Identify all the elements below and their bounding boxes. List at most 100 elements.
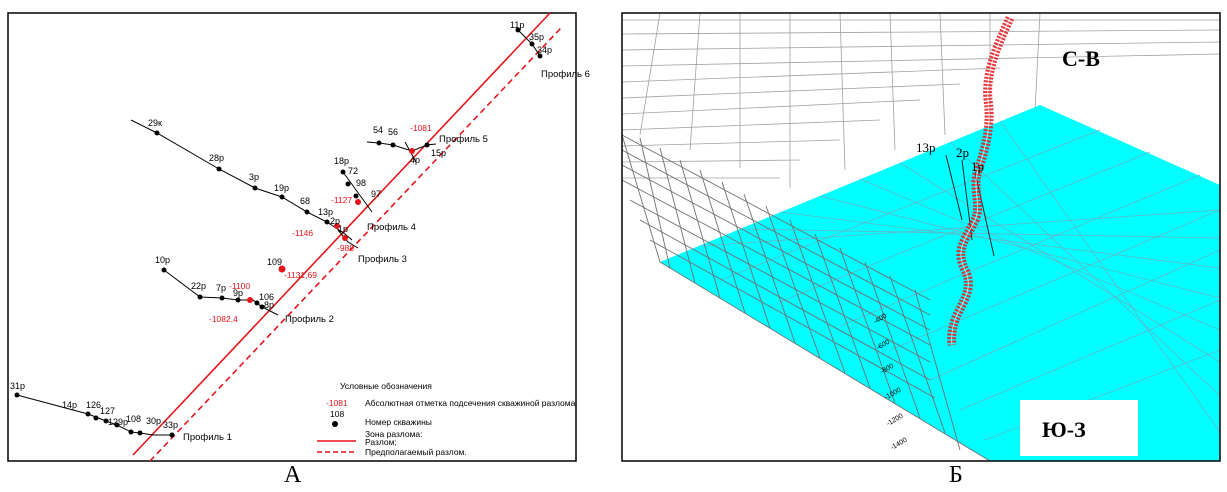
legend-zone-title: Зона разлома: (365, 429, 423, 439)
depth-mark: -1146 (292, 228, 313, 238)
well-traces (945, 154, 995, 257)
depth-tick: -600 (876, 339, 892, 352)
legend-mark-example: -1081 (326, 398, 348, 408)
well-label: 18р (334, 156, 349, 166)
well-label: 109 (267, 257, 282, 267)
well-label: 127 (100, 406, 115, 416)
fault-intersection-dot (278, 265, 286, 273)
depth-tick: -1400 (890, 437, 909, 452)
well-dot (235, 297, 241, 303)
fault-intersection-dot (409, 148, 415, 154)
well-label: 4р (410, 155, 420, 165)
legend-title: Условные обозначения (340, 381, 432, 391)
well-dot (169, 432, 175, 438)
well-label: 68 (300, 196, 310, 206)
well-dot (345, 181, 351, 187)
map-frame (7, 12, 577, 462)
well-label: 9р (233, 288, 243, 298)
well-dot (390, 142, 396, 148)
well-label: 31р (10, 381, 25, 391)
block-frame-bg (622, 13, 1220, 461)
panel-b-caption: Б (949, 462, 963, 488)
depth-mark: -988 (337, 243, 354, 253)
depth-mark: -1081 (410, 123, 432, 133)
well-label: 72 (348, 166, 358, 176)
well-dot (197, 294, 203, 300)
legend-fault-text: Разлом; (365, 437, 397, 447)
well-label: 1р (338, 224, 348, 234)
depth-tick: -400 (873, 313, 889, 326)
well-dot (137, 430, 143, 436)
well-dot (154, 130, 160, 136)
wall-grid (622, 134, 991, 461)
well-dot (279, 194, 285, 200)
well-label: 10р (155, 255, 170, 265)
profile-label: Профиль 6 (541, 69, 590, 80)
fault-intersection-dot (342, 235, 348, 241)
well-dot (219, 295, 225, 301)
profile-label: Профиль 4 (367, 222, 416, 233)
well-label: 19р (274, 183, 289, 193)
well-dot (353, 193, 359, 199)
well-label: 2р (330, 216, 340, 226)
legend-assumed-text: Предполагаемый разлом. (365, 447, 467, 457)
well-dot (93, 415, 99, 421)
depth-mark: -1127 (331, 195, 352, 205)
well-label: 108 (126, 414, 141, 424)
well-dot (252, 185, 258, 191)
sw-label-box (1020, 400, 1138, 456)
well-label: 7р (216, 283, 226, 293)
well-label: 56 (388, 127, 398, 137)
legend-well-text: Номер скважины (365, 417, 432, 427)
well-dot (254, 300, 260, 306)
fault-intersection-dot (247, 297, 253, 303)
depth-mark: -1100 (229, 281, 250, 291)
well-label: 30р (146, 416, 161, 426)
well-label-3d: 13р (916, 140, 936, 155)
well-dot (14, 392, 20, 398)
well-label: 15р (431, 148, 446, 158)
well-label: 22р (191, 281, 206, 291)
well-dot (85, 411, 91, 417)
profile-label: Профиль 1 (183, 432, 232, 443)
well-dot (515, 27, 521, 33)
well-dot (103, 418, 109, 424)
well-label: 13р (318, 207, 333, 217)
depth-mark: -1131,69 (284, 270, 317, 280)
cross-line (342, 171, 373, 213)
fault-ribbon (947, 16, 1015, 346)
well-label: 11р (510, 20, 524, 30)
depth-scale: -400 -600 -800 -1000 -1200 -1400 (873, 313, 909, 452)
legend-well-example: 108 (330, 409, 344, 419)
well-label: 29к (148, 118, 162, 128)
ne-direction-label: С-В (1062, 46, 1100, 71)
well-dot (259, 304, 265, 310)
well-dot (216, 166, 222, 172)
well-label: 97 (371, 189, 381, 199)
legend-mark-text: Абсолютная отметка подсечения скважиной … (365, 398, 576, 408)
well-dot (114, 422, 120, 428)
upper-grid (622, 13, 1220, 188)
well-label-3d: 1р (971, 159, 984, 174)
well-dot (376, 140, 382, 146)
well-label: 129р (108, 417, 128, 427)
well-label: 3р (249, 172, 259, 182)
depth-mark: -1082,4 (209, 314, 238, 324)
depth-tick: -1200 (886, 413, 905, 428)
legend-well-dot (332, 421, 338, 427)
well-label: 28р (209, 153, 224, 163)
map-legend: Условные обозначения -1081 Абсолютная от… (317, 381, 576, 457)
fault-map-panel: 11р 35р 34р 29к 28р 3р 19р 68 13р 2р 1р … (7, 12, 590, 462)
panel-a-caption: А (284, 462, 302, 488)
well-dot (424, 142, 430, 148)
well-dot (161, 267, 167, 273)
well-dot (304, 209, 310, 215)
profile-1-line (16, 394, 172, 436)
well-label: 54 (373, 125, 383, 135)
well-label: 34р (537, 45, 552, 55)
well-dot (128, 429, 134, 435)
well-dot (529, 41, 535, 47)
well-label: 14р (62, 400, 77, 410)
well-label: 106 (259, 292, 274, 302)
surface-grid (699, 120, 1220, 441)
